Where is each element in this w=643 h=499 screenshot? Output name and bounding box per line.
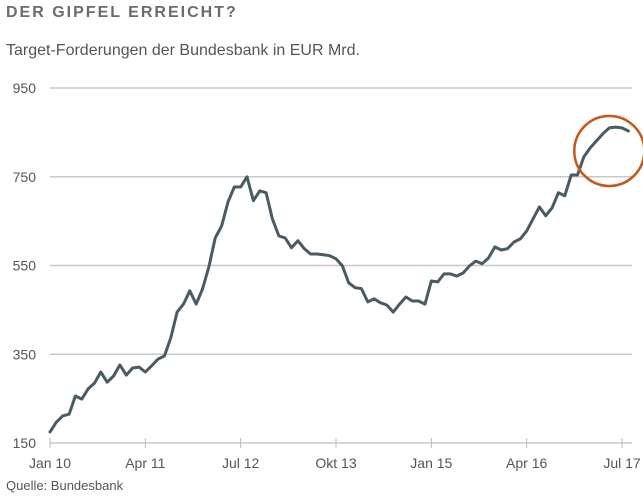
series-line: [48, 125, 630, 434]
peak-highlight-circle: [573, 114, 643, 188]
y-tick-label: 150: [13, 435, 37, 451]
y-tick-label: 950: [13, 80, 37, 96]
x-tick-label: Okt 13: [315, 455, 356, 471]
x-tick-label: Jan 15: [410, 455, 452, 471]
x-tick-label: Jul 17: [603, 455, 641, 471]
y-tick-label: 350: [13, 346, 37, 362]
source-note: Quelle: Bundesbank: [6, 478, 124, 493]
y-tick-label: 750: [13, 169, 37, 185]
chart-subtitle: Target-Forderungen der Bundesbank in EUR…: [6, 42, 360, 59]
x-tick-label: Apr 11: [125, 455, 165, 471]
x-tick-label: Jan 10: [29, 455, 71, 471]
x-tick-label: Apr 16: [506, 455, 547, 471]
chart-title: DER GIPFEL ERREICHT?: [6, 4, 238, 21]
x-tick-label: Jul 12: [222, 455, 260, 471]
y-tick-label: 550: [13, 258, 37, 274]
